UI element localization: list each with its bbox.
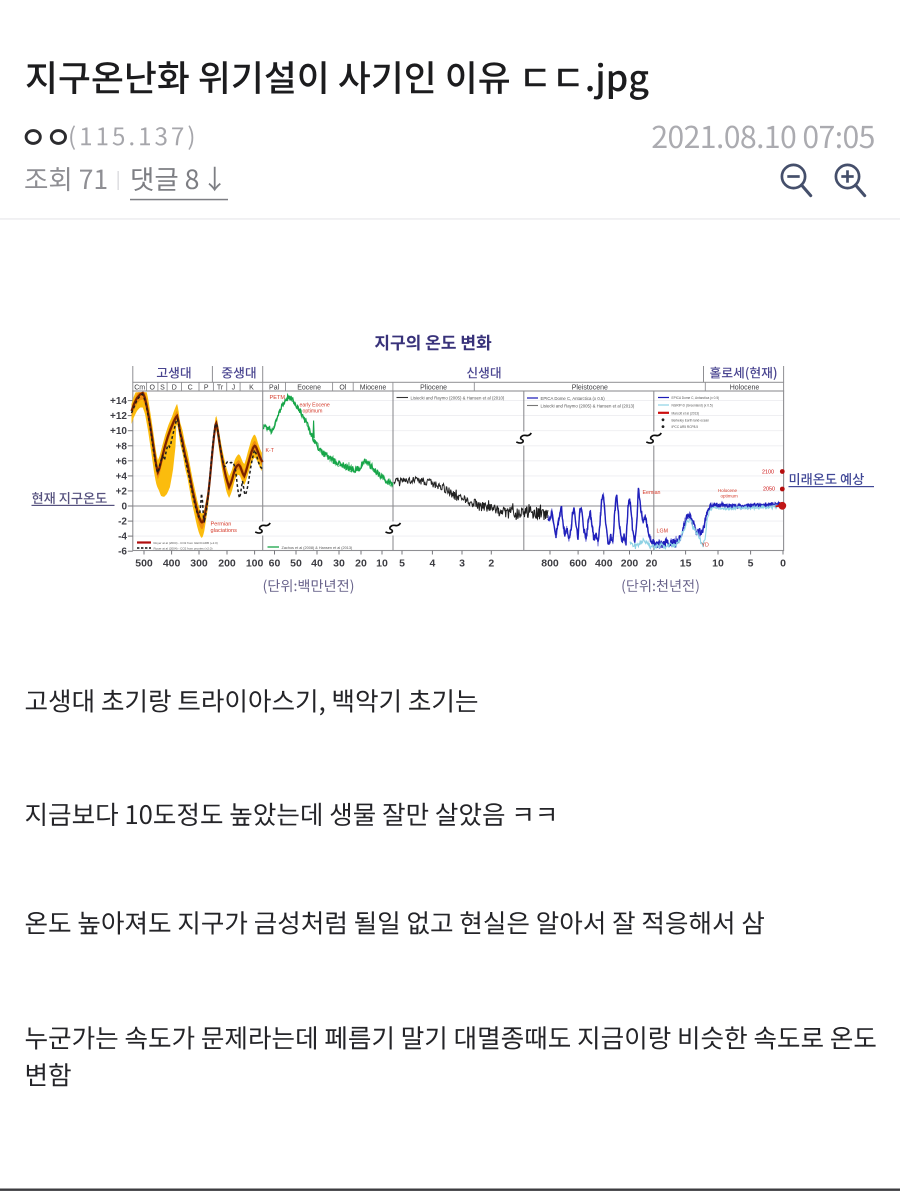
svg-text:optimum: optimum (721, 493, 739, 498)
svg-text:early Eocene: early Eocene (300, 403, 330, 409)
svg-text:K-T: K-T (266, 448, 275, 454)
svg-text:2050: 2050 (763, 487, 775, 493)
svg-text:Pliocene: Pliocene (420, 384, 447, 391)
svg-text:Royer at al (2004) - CO2 from: Royer at al (2004) - CO2 from GEOCARB (+… (154, 541, 218, 545)
svg-text:+10: +10 (110, 426, 127, 437)
svg-text:5: 5 (748, 558, 754, 570)
svg-text:O: O (149, 384, 155, 391)
svg-text:3: 3 (459, 558, 465, 570)
svg-text:Pal: Pal (269, 384, 280, 391)
svg-text:-4: -4 (118, 532, 127, 543)
svg-text:Permian: Permian (211, 522, 232, 528)
svg-text:400: 400 (595, 558, 613, 570)
svg-text:0: 0 (780, 558, 786, 570)
svg-text:Cm: Cm (134, 384, 145, 391)
svg-text:5: 5 (399, 558, 405, 570)
svg-text:60: 60 (269, 558, 281, 570)
svg-text:4: 4 (429, 558, 435, 570)
svg-text:Ol: Ol (339, 384, 346, 391)
svg-text:100: 100 (246, 558, 264, 570)
svg-text:PETM: PETM (270, 395, 286, 401)
svg-text:C: C (188, 384, 193, 391)
svg-text:K: K (249, 384, 254, 391)
svg-text:NGRIP-D (Greenland) (x 0.5): NGRIP-D (Greenland) (x 0.5) (672, 404, 713, 408)
svg-text:Miocene: Miocene (360, 384, 387, 391)
svg-text:20: 20 (355, 558, 367, 570)
svg-text:Zachos et al (2008) & Hansen e: Zachos et al (2008) & Hansen et al (2013… (282, 546, 353, 550)
svg-text:Eocene: Eocene (297, 384, 321, 391)
svg-text:800: 800 (541, 558, 559, 570)
svg-text:Royer at al (2004) - CO2 from: Royer at al (2004) - CO2 from proxies (+… (154, 547, 213, 551)
svg-text:300: 300 (190, 558, 208, 570)
svg-text:+2: +2 (116, 486, 128, 497)
svg-text:+14: +14 (110, 396, 127, 407)
svg-text:20: 20 (646, 558, 658, 570)
svg-text:D: D (172, 384, 177, 391)
svg-text:2: 2 (488, 558, 494, 570)
svg-text:10: 10 (712, 558, 724, 570)
svg-text:LGM: LGM (657, 529, 668, 535)
svg-text:200: 200 (621, 558, 639, 570)
svg-text:S: S (160, 384, 165, 391)
svg-text:15: 15 (680, 558, 692, 570)
svg-text:-2: -2 (118, 517, 127, 528)
svg-text:10: 10 (376, 558, 388, 570)
svg-text:J: J (232, 384, 236, 391)
svg-text:Holocene: Holocene (718, 488, 738, 493)
svg-text:Lisiecki and Raymo (2005) & Ha: Lisiecki and Raymo (2005) & Hansen et al… (541, 403, 635, 408)
svg-text:400: 400 (163, 558, 181, 570)
svg-text:40: 40 (311, 558, 323, 570)
svg-text:30: 30 (333, 558, 345, 570)
svg-text:Lisiecki and Raymo (2005) & Ha: Lisiecki and Raymo (2005) & Hansen et al… (411, 395, 505, 400)
svg-text:optimum: optimum (303, 409, 323, 415)
svg-text:Marcott et al (2013): Marcott et al (2013) (672, 411, 700, 415)
svg-text:Berkeley Earth land-ocean: Berkeley Earth land-ocean (672, 418, 710, 422)
svg-text:Holocene: Holocene (730, 384, 760, 391)
svg-text:Pleistocene: Pleistocene (572, 384, 608, 391)
svg-text:600: 600 (569, 558, 587, 570)
svg-text:glaciations: glaciations (211, 528, 238, 534)
svg-text:500: 500 (135, 558, 153, 570)
svg-text:-6: -6 (118, 547, 127, 558)
svg-text:+8: +8 (116, 441, 128, 452)
svg-text:EPICA Dome C, Antarctica (x 0.: EPICA Dome C, Antarctica (x 0.5) (672, 396, 720, 400)
svg-text:P: P (204, 384, 209, 391)
svg-text:IPCC AR5 RCP8.5: IPCC AR5 RCP8.5 (672, 425, 699, 429)
svg-text:+4: +4 (116, 471, 128, 482)
svg-text:50: 50 (290, 558, 302, 570)
svg-text:2100: 2100 (762, 469, 774, 475)
svg-text:200: 200 (218, 558, 236, 570)
svg-text:+12: +12 (110, 411, 127, 422)
svg-text:YD: YD (702, 543, 710, 549)
svg-text:EPICA Dome C, Antarctica (x 0.: EPICA Dome C, Antarctica (x 0.5) (541, 396, 606, 401)
svg-text:+6: +6 (116, 456, 128, 467)
svg-text:0: 0 (121, 502, 127, 513)
svg-text:Eemian: Eemian (643, 490, 661, 496)
svg-text:Tr: Tr (217, 384, 224, 391)
